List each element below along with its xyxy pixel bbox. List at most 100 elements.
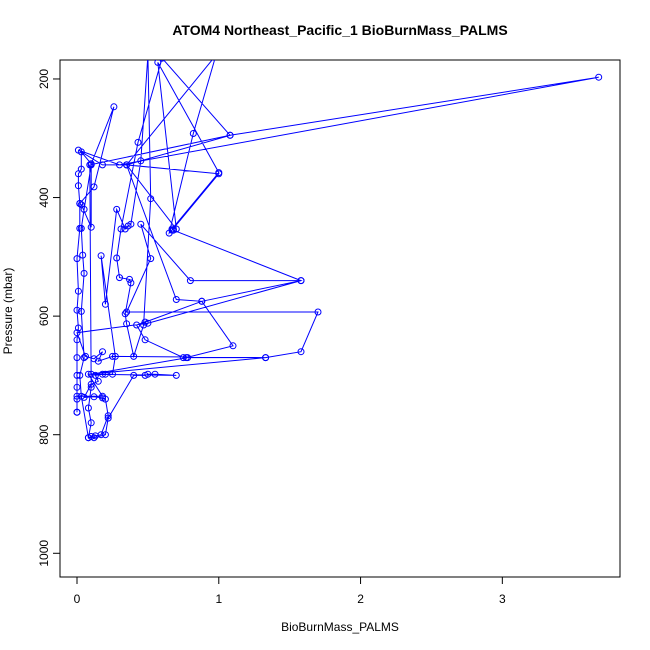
data-point	[595, 73, 603, 81]
data-point	[109, 370, 116, 378]
y-tick-label: 200	[37, 69, 51, 89]
data-point	[77, 307, 85, 315]
data-point	[87, 370, 95, 378]
x-axis: 0 1 2 3	[74, 577, 506, 606]
plot-area	[59, 59, 621, 578]
data-point	[147, 255, 155, 263]
data-point	[127, 279, 135, 287]
y-tick-label: 600	[37, 306, 51, 326]
data-point	[101, 370, 109, 378]
data-point	[87, 383, 95, 391]
y-axis-label: Pressure (mbar)	[1, 268, 15, 355]
data-point	[189, 130, 197, 137]
data-point	[144, 319, 152, 327]
data-point	[90, 393, 98, 401]
data-point	[87, 419, 95, 427]
data-point	[104, 414, 112, 422]
data-point	[126, 275, 133, 283]
data-point	[213, 52, 219, 58]
data-point	[90, 355, 98, 363]
data-point	[73, 392, 81, 400]
data-point	[137, 220, 145, 228]
series-layer	[73, 52, 603, 442]
data-point	[82, 352, 89, 360]
data-point	[80, 393, 88, 401]
data-point	[130, 352, 138, 360]
data-point	[186, 277, 194, 285]
data-point	[90, 183, 98, 191]
data-point	[133, 321, 141, 329]
chart-title: ATOM4 Northeast_Pacific_1 BioBurnMass_PA…	[172, 22, 507, 38]
data-point	[86, 161, 94, 169]
data-point	[104, 412, 112, 420]
data-point	[123, 308, 131, 316]
data-point	[111, 352, 119, 360]
data-point	[184, 354, 192, 362]
data-point	[127, 220, 135, 228]
y-tick-label: 400	[37, 187, 51, 207]
data-point	[113, 254, 121, 262]
data-point	[141, 336, 149, 344]
data-point	[74, 146, 82, 154]
x-tick-label: 1	[215, 592, 222, 606]
data-point	[74, 182, 82, 190]
data-point	[297, 348, 305, 356]
data-point	[297, 277, 305, 285]
data-point	[101, 431, 109, 439]
data-point	[73, 306, 81, 314]
data-point	[116, 274, 123, 282]
data-point	[99, 348, 106, 356]
data-point	[91, 371, 99, 379]
data-point	[99, 161, 106, 169]
data-point	[90, 434, 98, 442]
data-point	[84, 404, 92, 412]
data-point	[101, 300, 109, 308]
data-point	[159, 60, 166, 62]
data-point	[215, 170, 223, 178]
data-point	[73, 354, 81, 362]
data-point	[314, 308, 322, 316]
data-point	[73, 336, 81, 344]
data-point	[198, 297, 206, 305]
data-point	[262, 354, 270, 362]
data-point	[123, 161, 131, 169]
x-tick-label: 2	[357, 592, 364, 606]
data-point	[73, 329, 81, 337]
data-point	[74, 324, 82, 332]
data-point	[77, 224, 85, 232]
data-point	[77, 165, 85, 173]
data-point	[229, 342, 237, 350]
data-point	[110, 103, 118, 111]
data-point	[172, 296, 180, 303]
data-point	[109, 352, 116, 360]
data-point	[87, 223, 95, 231]
data-point	[73, 383, 81, 391]
plot-content	[73, 52, 603, 442]
x-tick-label: 0	[74, 592, 81, 606]
y-tick-label: 800	[37, 424, 51, 444]
data-point	[172, 371, 180, 379]
data-point	[94, 377, 102, 385]
data-point	[179, 354, 187, 362]
data-point	[151, 370, 159, 378]
data-point	[73, 371, 81, 379]
data-point	[80, 269, 88, 277]
data-point	[73, 408, 81, 416]
data-point	[145, 52, 151, 58]
data-point	[74, 287, 82, 295]
y-tick-label: 1000	[37, 540, 51, 567]
data-point	[137, 157, 145, 165]
data-point	[80, 354, 88, 362]
data-point	[87, 380, 95, 388]
data-point	[76, 200, 84, 207]
x-tick-label: 3	[499, 592, 506, 606]
data-point	[121, 310, 129, 318]
data-point	[117, 225, 125, 233]
data-point	[76, 371, 84, 379]
data-point	[97, 252, 105, 260]
data-point	[73, 255, 81, 263]
data-point	[113, 205, 121, 213]
data-point	[84, 370, 92, 378]
data-point	[99, 370, 106, 378]
